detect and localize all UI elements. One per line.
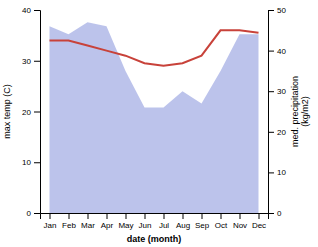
- tick-mark: [145, 213, 146, 219]
- tick-label: Jul: [159, 221, 169, 230]
- chart: Jan Feb Mar Apr May Jun Jul Aug Sep Oct Nov Dec 0 10 2…: [0, 0, 318, 247]
- y2-axis-title: med. precipitation(kg/m2): [290, 76, 310, 147]
- tick-mark: [183, 213, 184, 219]
- tick-mark: [69, 213, 70, 219]
- tick-mark: [268, 91, 274, 92]
- tick-label: 10: [277, 168, 286, 177]
- tick-label: 50: [277, 6, 286, 15]
- tick-mark: [259, 213, 260, 219]
- tick-label: 0: [277, 209, 282, 218]
- tick-mark: [268, 172, 274, 173]
- area: [50, 22, 259, 213]
- tick: Mar: [81, 213, 95, 230]
- marks: [50, 22, 259, 213]
- x-axis: Jan Feb Mar Apr May Jun Jul Aug Sep Oct Nov Dec: [41, 213, 269, 230]
- tick-label: Aug: [176, 221, 190, 230]
- tick: 50: [268, 6, 286, 15]
- tick-label: 0: [27, 209, 32, 218]
- tick-label: Sep: [195, 221, 210, 230]
- tick-mark: [34, 162, 40, 163]
- tick-mark: [202, 213, 203, 219]
- axis-line: [41, 214, 269, 220]
- tick-mark: [126, 213, 127, 219]
- tick-label: 40: [22, 6, 31, 15]
- tick: May: [118, 213, 133, 230]
- tick-mark: [88, 213, 89, 219]
- tick-label: Jun: [139, 221, 152, 230]
- tick: Feb: [62, 213, 76, 230]
- tick: 0: [27, 209, 40, 218]
- tick: Jun: [139, 213, 152, 230]
- tick-mark: [268, 10, 274, 11]
- tick-mark: [34, 61, 40, 62]
- tick-mark: [268, 132, 274, 133]
- tick: 30: [22, 57, 40, 66]
- tick-mark: [268, 51, 274, 52]
- tick-label: 30: [277, 87, 286, 96]
- tick-label: 20: [22, 108, 31, 117]
- tick: 30: [268, 87, 286, 96]
- x-axis-title: date (month): [127, 234, 182, 244]
- tick: 10: [268, 168, 286, 177]
- tick: Jan: [44, 213, 57, 230]
- tick: 10: [22, 158, 40, 167]
- tick-label: 20: [277, 128, 286, 137]
- tick-label: 30: [22, 57, 31, 66]
- tick: Aug: [176, 213, 190, 230]
- tick-mark: [34, 112, 40, 113]
- tick-mark: [34, 213, 40, 214]
- tick-label: 10: [22, 158, 31, 167]
- tick-mark: [50, 213, 51, 219]
- tick-mark: [34, 10, 40, 11]
- tick-mark: [164, 213, 165, 219]
- axis-line: [269, 11, 275, 214]
- tick-label: Oct: [215, 221, 228, 230]
- tick-label: Mar: [81, 221, 95, 230]
- tick: Jul: [159, 213, 169, 230]
- tick-mark: [107, 213, 108, 219]
- tick-mark: [268, 213, 274, 214]
- tick: Apr: [101, 213, 114, 230]
- chart-container: Jan Feb Mar Apr May Jun Jul Aug Sep Oct Nov Dec 0 10 2…: [0, 0, 318, 247]
- tick: Dec: [252, 213, 266, 230]
- tick-label: 40: [277, 47, 286, 56]
- tick-mark: [221, 213, 222, 219]
- tick: Oct: [215, 213, 228, 230]
- tick-label: Jan: [44, 221, 57, 230]
- tick: 40: [22, 6, 40, 15]
- tick: Sep: [195, 213, 210, 230]
- tick-mark: [240, 213, 241, 219]
- tick: 0: [268, 209, 282, 218]
- y2-axis: 0 10 20 30 40 50: [268, 6, 286, 218]
- tick-label: Feb: [62, 221, 76, 230]
- axis-line: [34, 11, 41, 214]
- tick: 20: [22, 108, 40, 117]
- tick-label: Apr: [101, 221, 114, 230]
- plot: Jan Feb Mar Apr May Jun Jul Aug Sep Oct Nov Dec 0 10 2…: [2, 6, 310, 244]
- y2-axis-title-line: (kg/m2): [300, 96, 310, 127]
- tick: Nov: [233, 213, 247, 230]
- tick-label: Nov: [233, 221, 247, 230]
- tick: 20: [268, 128, 286, 137]
- tick: 40: [268, 47, 286, 56]
- tick-label: Dec: [252, 221, 266, 230]
- y-axis-title: max temp (C): [2, 84, 12, 139]
- y-axis: 0 10 20 30 40: [22, 6, 40, 218]
- tick-label: May: [118, 221, 133, 230]
- line: [50, 30, 259, 66]
- y2-axis-title-line: med. precipitation: [290, 76, 300, 147]
